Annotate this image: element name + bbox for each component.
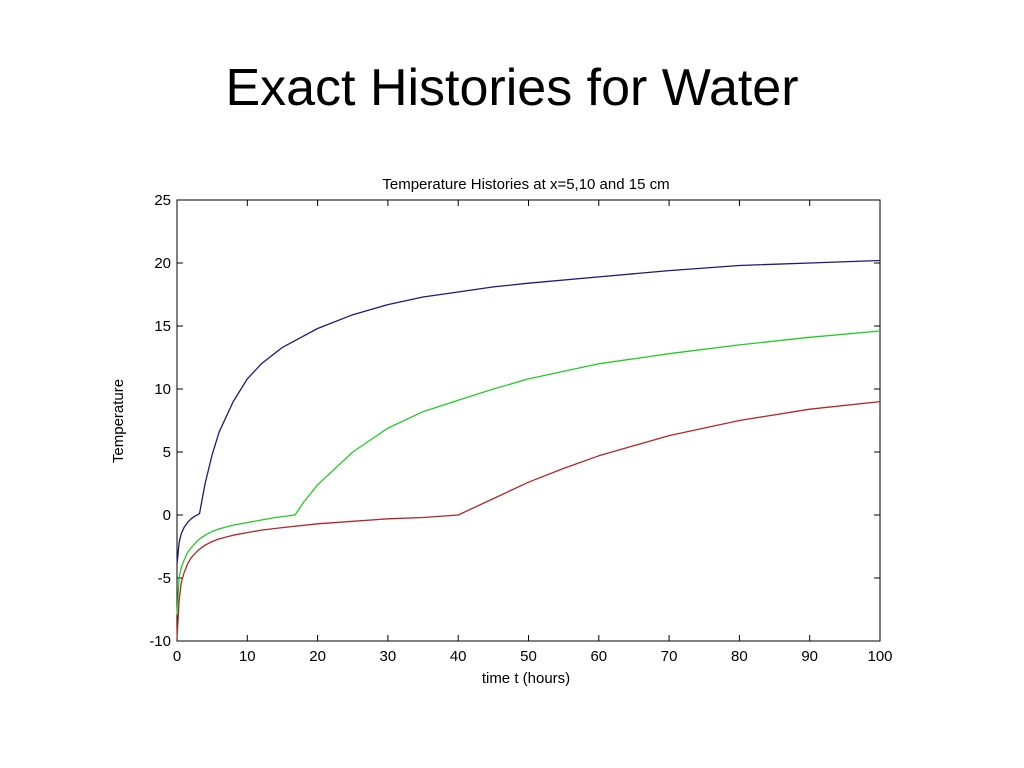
y-tick-label: 20 [154, 255, 171, 272]
y-tick-label: 15 [154, 318, 171, 335]
x-tick-label: 100 [867, 648, 892, 665]
x-tick-label: 10 [239, 648, 256, 665]
tick-labels: 0 10 20 30 40 50 60 70 80 90 100 -10 -5 0 5 10 15 20 25 [149, 192, 892, 665]
y-tick-label: 5 [163, 444, 171, 461]
x-tick-label: 50 [520, 648, 537, 665]
x-tick-label: 30 [380, 648, 397, 665]
x-tick-label: 40 [450, 648, 467, 665]
series-line-2 [176, 330, 881, 615]
x-tick-label: 80 [731, 648, 748, 665]
x-axis-label: time t (hours) [482, 670, 570, 687]
chart-title: Temperature Histories at x=5,10 and 15 c… [382, 176, 669, 193]
axis-ticks [176, 199, 881, 642]
plot-frame [176, 199, 881, 642]
y-tick-label: -5 [158, 570, 171, 587]
x-tick-label: 20 [309, 648, 326, 665]
y-tick-label: 10 [154, 381, 171, 398]
x-tick-label: 0 [173, 648, 181, 665]
x-tick-label: 60 [590, 648, 607, 665]
y-tick-label: 25 [154, 192, 171, 209]
y-tick-label: 0 [163, 507, 171, 524]
x-tick-label: 90 [801, 648, 818, 665]
y-tick-label: -10 [149, 633, 171, 650]
x-tick-label: 70 [661, 648, 678, 665]
series-line-3 [176, 400, 881, 639]
series-line-1 [176, 259, 881, 565]
y-axis-label: Temperature [110, 379, 127, 463]
slide-title: Exact Histories for Water [225, 59, 799, 117]
series-lines [176, 259, 881, 639]
